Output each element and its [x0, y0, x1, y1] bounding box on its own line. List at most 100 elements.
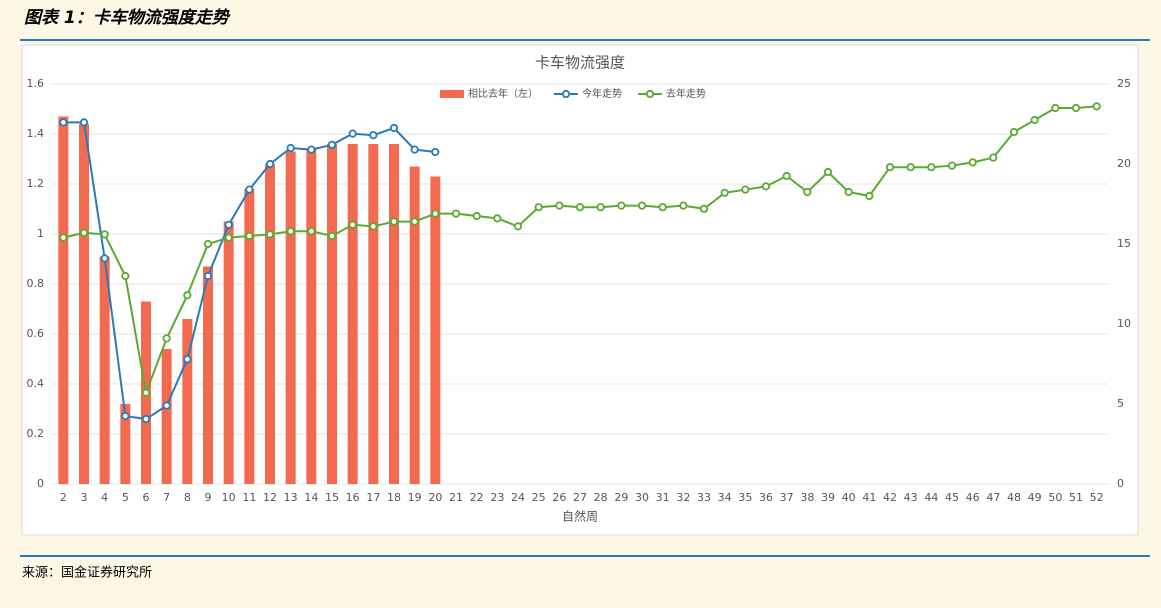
bar	[285, 151, 296, 484]
figure-title: 图表 1：卡车物流强度走势	[24, 8, 231, 28]
point	[637, 201, 647, 210]
x-tick-label: 27	[573, 491, 587, 504]
x-tick-label: 45	[945, 491, 959, 504]
point	[761, 182, 771, 191]
legend-label: 相比去年（左）	[468, 87, 538, 100]
bar	[306, 149, 317, 484]
x-tick-label: 19	[408, 491, 422, 504]
point	[162, 401, 171, 410]
x-tick-label: 23	[490, 491, 504, 504]
x-tick-label: 7	[163, 491, 170, 504]
y-tick-label: 0.4	[27, 377, 45, 390]
x-tick-label: 47	[986, 491, 1000, 504]
point	[203, 271, 213, 281]
point	[141, 388, 151, 397]
point	[555, 201, 564, 210]
y-tick-label: 0.8	[27, 277, 45, 290]
point	[906, 163, 915, 172]
point	[59, 233, 68, 242]
point	[1071, 103, 1081, 113]
point	[720, 188, 729, 197]
x-tick-label: 43	[904, 491, 918, 504]
point	[224, 220, 233, 229]
point	[431, 147, 440, 157]
y2-tick-label: 0	[1117, 477, 1124, 490]
point	[451, 209, 461, 218]
x-tick-label: 21	[449, 491, 463, 504]
point	[865, 191, 874, 201]
x-tick-label: 31	[656, 491, 670, 504]
x-tick-label: 10	[222, 491, 236, 504]
x-tick-label: 46	[966, 491, 980, 504]
point	[596, 203, 605, 212]
bar	[203, 266, 213, 484]
point	[369, 131, 378, 140]
point	[183, 355, 192, 364]
x-tick-label: 14	[304, 491, 318, 504]
x-tick-label: 13	[284, 491, 298, 504]
bar	[58, 116, 69, 484]
y-tick-label: 0	[37, 477, 44, 490]
bar	[409, 166, 420, 484]
x-tick-label: 41	[862, 491, 876, 504]
point	[245, 231, 254, 241]
point	[844, 187, 853, 197]
x-tick-label: 3	[81, 491, 88, 504]
bar	[368, 144, 379, 484]
point	[100, 254, 109, 263]
x-tick-label: 6	[143, 491, 150, 504]
legend-label: 去年走势	[666, 87, 706, 100]
x-tick-label: 30	[635, 491, 649, 504]
y-tick-label: 1.2	[27, 177, 45, 190]
point	[286, 227, 295, 236]
y2-tick-label: 20	[1117, 157, 1131, 170]
x-tick-label: 28	[594, 491, 608, 504]
y2-tick-label: 15	[1117, 237, 1131, 250]
x-tick-label: 18	[387, 491, 401, 504]
x-tick-label: 9	[205, 491, 212, 504]
bar	[182, 319, 193, 484]
point	[389, 217, 399, 226]
point	[782, 171, 791, 181]
x-tick-label: 40	[842, 491, 856, 504]
bar	[389, 144, 399, 484]
point	[410, 217, 419, 226]
point	[203, 239, 213, 249]
y2-tick-label: 10	[1117, 317, 1131, 330]
x-tick-label: 51	[1069, 491, 1083, 504]
bar	[99, 256, 110, 484]
bar	[244, 189, 255, 484]
x-tick-label: 29	[614, 491, 628, 504]
point	[493, 214, 502, 223]
x-tick-label: 48	[1007, 491, 1021, 504]
point	[162, 334, 171, 343]
x-tick-label: 25	[532, 491, 546, 504]
legend-swatch	[561, 89, 571, 99]
point	[472, 211, 481, 221]
bar	[120, 404, 131, 484]
legend-swatch	[645, 89, 655, 99]
point	[327, 140, 337, 149]
point	[100, 230, 109, 239]
x-tick-label: 49	[1028, 491, 1042, 504]
x-tick-label: 20	[428, 491, 442, 504]
point	[575, 203, 585, 212]
point	[741, 185, 750, 194]
x-tick-label: 36	[759, 491, 773, 504]
bar	[327, 144, 337, 484]
point	[79, 228, 89, 237]
point	[286, 143, 295, 153]
bar	[79, 124, 89, 484]
x-tick-label: 37	[780, 491, 794, 504]
x-tick-label: 50	[1048, 491, 1062, 504]
point	[1009, 127, 1019, 137]
x-tick-label: 5	[122, 491, 129, 504]
x-tick-label: 33	[697, 491, 711, 504]
point	[348, 129, 357, 138]
y-tick-label: 1.6	[27, 77, 45, 90]
point	[1051, 103, 1060, 113]
point	[823, 167, 833, 177]
x-tick-label: 35	[738, 491, 752, 504]
bar	[223, 221, 234, 484]
